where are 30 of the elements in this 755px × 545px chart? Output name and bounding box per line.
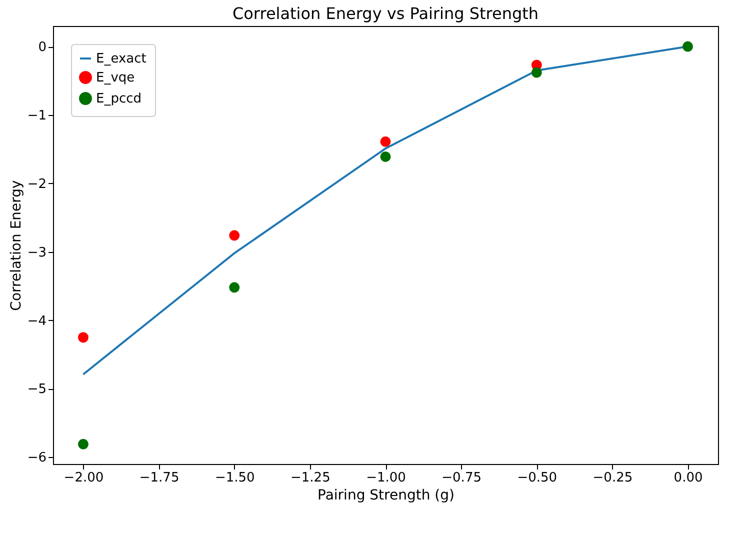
x-tick-label: −1.00 [366,470,406,486]
x-tick-label: −0.50 [517,470,558,486]
legend-label: E_exact [96,52,146,66]
point [682,41,694,52]
x-axis-title: Pairing Strength (g) [318,488,454,504]
point [78,438,88,450]
y-tick-label: −1 [27,108,46,124]
point [229,230,240,241]
point [229,282,240,293]
legend-label: E_vqe [96,70,135,86]
x-tick-label: −0.75 [442,470,482,486]
y-tick-label: −6 [27,450,46,466]
chart-title: Correlation Energy vs Pairing Strength [232,4,539,23]
point [78,332,88,343]
legend-label: E_pccd [96,92,142,106]
y-tick-label: −3 [27,245,46,260]
x-tick-label: −1.75 [139,470,180,486]
x-tick-label: −1.25 [290,470,330,486]
point [380,151,391,162]
x-tick-label: −0.25 [592,470,633,486]
x-tick-label: −1.50 [214,470,255,486]
point [531,67,542,78]
x-tick-label: −2.00 [64,470,104,486]
y-axis-title: Correlation Energy [8,180,24,311]
x-tick-label: 0.00 [674,470,703,486]
y-tick-label: −4 [27,314,46,329]
y-tick-label: −2 [27,176,46,192]
point [380,136,391,147]
y-tick-label: −5 [27,382,46,398]
y-tick-label: 0 [38,40,46,56]
